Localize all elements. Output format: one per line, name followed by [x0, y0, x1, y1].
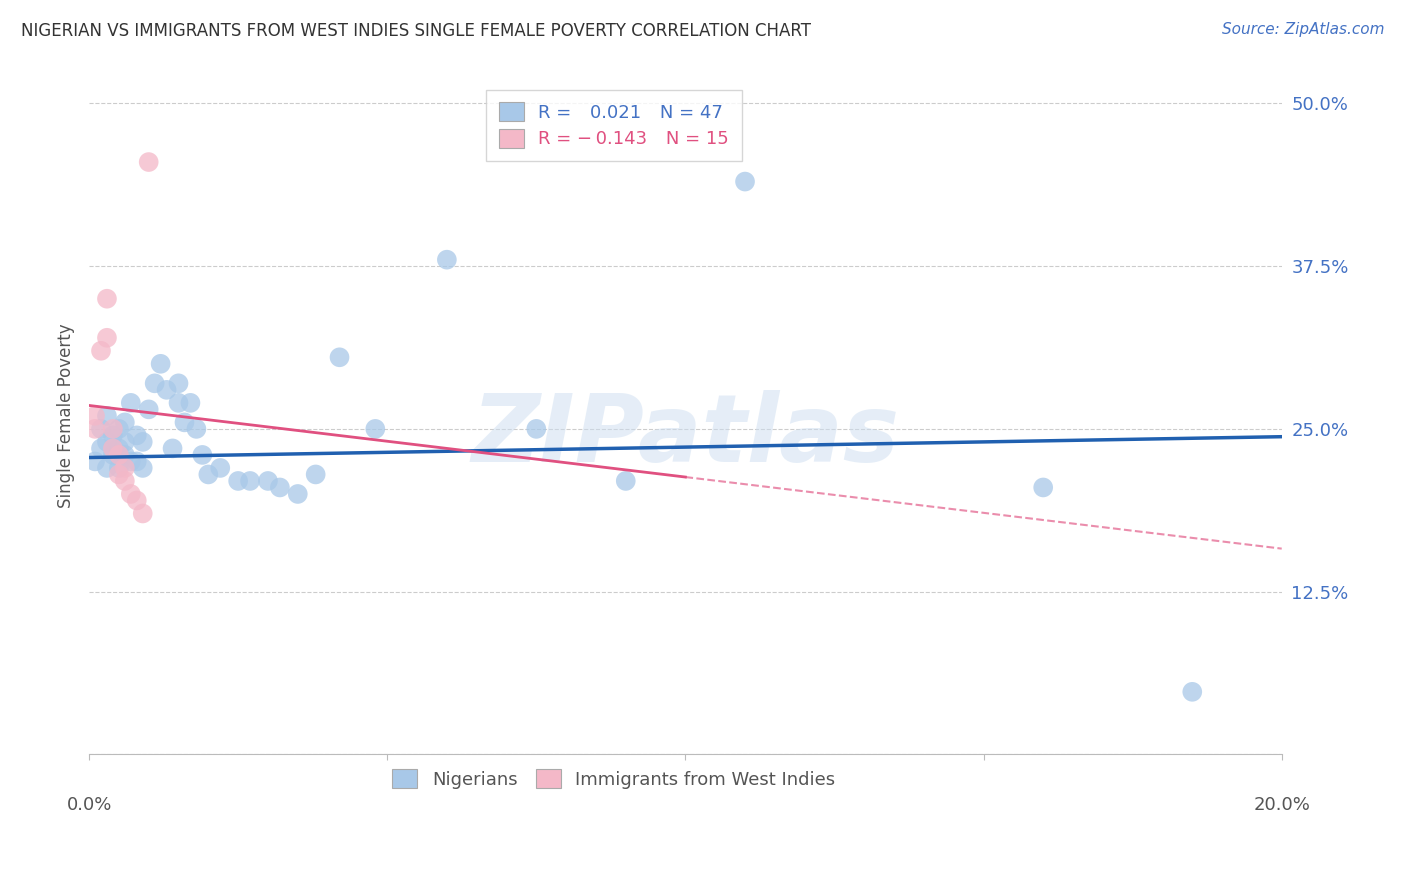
Point	[108, 448, 131, 462]
Point	[101, 442, 124, 456]
Point	[1181, 685, 1204, 699]
Point	[90, 343, 112, 358]
Point	[108, 467, 131, 482]
Point	[96, 331, 118, 345]
Point	[226, 474, 249, 488]
Point	[108, 461, 131, 475]
Point	[328, 351, 350, 365]
Point	[209, 461, 232, 475]
Point	[132, 461, 155, 475]
Point	[120, 454, 142, 468]
Point	[155, 383, 177, 397]
Point	[101, 428, 124, 442]
Point	[120, 487, 142, 501]
Point	[84, 454, 107, 468]
Text: Source: ZipAtlas.com: Source: ZipAtlas.com	[1222, 22, 1385, 37]
Point	[734, 175, 756, 189]
Point	[114, 474, 136, 488]
Point	[132, 507, 155, 521]
Point	[125, 493, 148, 508]
Point	[305, 467, 328, 482]
Point	[96, 292, 118, 306]
Point	[179, 396, 201, 410]
Text: 20.0%: 20.0%	[1253, 796, 1310, 814]
Point	[96, 461, 118, 475]
Point	[191, 448, 214, 462]
Point	[436, 252, 458, 267]
Point	[125, 428, 148, 442]
Text: ZIPatlas: ZIPatlas	[471, 390, 900, 483]
Text: 0.0%: 0.0%	[66, 796, 111, 814]
Point	[173, 416, 195, 430]
Point	[149, 357, 172, 371]
Point	[114, 461, 136, 475]
Point	[101, 422, 124, 436]
Point	[138, 402, 160, 417]
Point	[239, 474, 262, 488]
Point	[197, 467, 219, 482]
Point	[108, 442, 131, 456]
Point	[125, 454, 148, 468]
Point	[257, 474, 280, 488]
Point	[90, 442, 112, 456]
Point	[132, 434, 155, 449]
Point	[138, 155, 160, 169]
Point	[120, 396, 142, 410]
Point	[167, 376, 190, 391]
Point	[614, 474, 637, 488]
Point	[84, 409, 107, 423]
Point	[114, 448, 136, 462]
Text: NIGERIAN VS IMMIGRANTS FROM WEST INDIES SINGLE FEMALE POVERTY CORRELATION CHART: NIGERIAN VS IMMIGRANTS FROM WEST INDIES …	[21, 22, 811, 40]
Y-axis label: Single Female Poverty: Single Female Poverty	[58, 324, 75, 508]
Point	[1032, 480, 1054, 494]
Point	[143, 376, 166, 391]
Point	[186, 422, 208, 436]
Point	[84, 422, 107, 436]
Point	[364, 422, 387, 436]
Point	[287, 487, 309, 501]
Point	[114, 416, 136, 430]
Point	[101, 448, 124, 462]
Point	[162, 442, 184, 456]
Point	[90, 422, 112, 436]
Legend: Nigerians, Immigrants from West Indies: Nigerians, Immigrants from West Indies	[385, 763, 842, 796]
Point	[269, 480, 291, 494]
Point	[114, 434, 136, 449]
Point	[96, 409, 118, 423]
Point	[108, 422, 131, 436]
Point	[96, 434, 118, 449]
Point	[524, 422, 547, 436]
Point	[167, 396, 190, 410]
